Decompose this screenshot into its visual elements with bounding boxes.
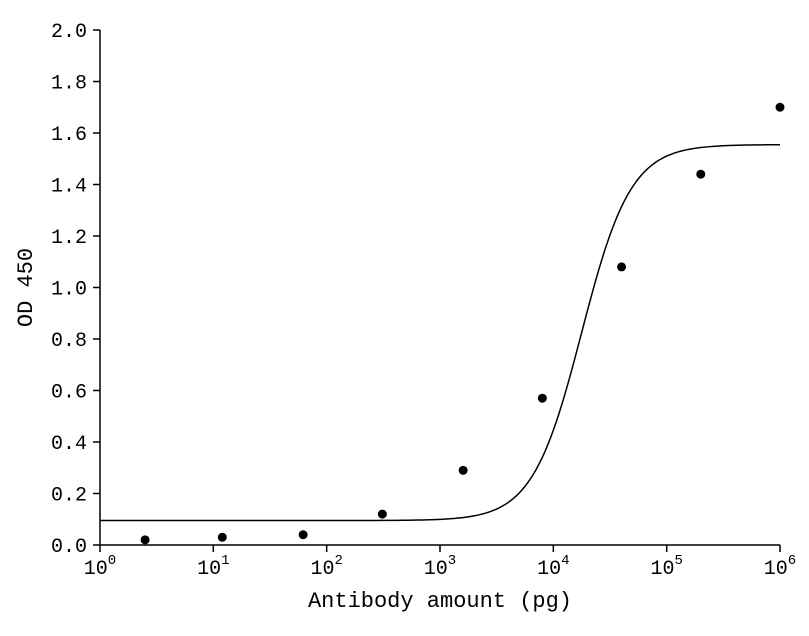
- chart-svg: 0.0 0.2 0.4 0.6 0.8 1.0 1.2 1.4 1.6 1.8 2.0 100 101 1…: [0, 0, 809, 636]
- data-point: [378, 510, 387, 519]
- data-point: [538, 394, 547, 403]
- x-tick-label: 106: [764, 553, 796, 581]
- y-tick-label: 0.4: [51, 433, 87, 456]
- x-tick-label: 104: [537, 553, 569, 581]
- y-tick-label: 0.0: [51, 536, 87, 559]
- y-tick-label: 1.4: [51, 176, 87, 199]
- y-tick-label: 0.6: [51, 382, 87, 405]
- y-tick-label: 1.0: [51, 279, 87, 302]
- y-tick-label: 2.0: [51, 21, 87, 44]
- chart-container: 0.0 0.2 0.4 0.6 0.8 1.0 1.2 1.4 1.6 1.8 2.0 100 101 1…: [0, 0, 809, 636]
- data-point: [617, 262, 626, 271]
- x-tick-label: 103: [424, 553, 456, 581]
- y-tick-label: 0.8: [51, 330, 87, 353]
- y-tick-label: 0.2: [51, 485, 87, 508]
- data-point: [776, 103, 785, 112]
- x-tick-label: 100: [84, 553, 116, 581]
- data-point: [218, 533, 227, 542]
- data-point: [459, 466, 468, 475]
- axes: [100, 30, 780, 545]
- y-axis-label: OD 450: [14, 248, 39, 327]
- x-axis-label: Antibody amount (pg): [308, 589, 572, 614]
- x-tick-label: 101: [197, 553, 229, 581]
- y-tick-label: 1.2: [51, 227, 87, 250]
- x-tick-label: 105: [650, 553, 682, 581]
- x-tick-label: 102: [310, 553, 342, 581]
- y-tick-label: 1.6: [51, 124, 87, 147]
- y-tick-label: 1.8: [51, 73, 87, 96]
- data-point: [299, 530, 308, 539]
- fit-curve: [100, 145, 780, 521]
- data-point: [141, 535, 150, 544]
- data-point: [696, 170, 705, 179]
